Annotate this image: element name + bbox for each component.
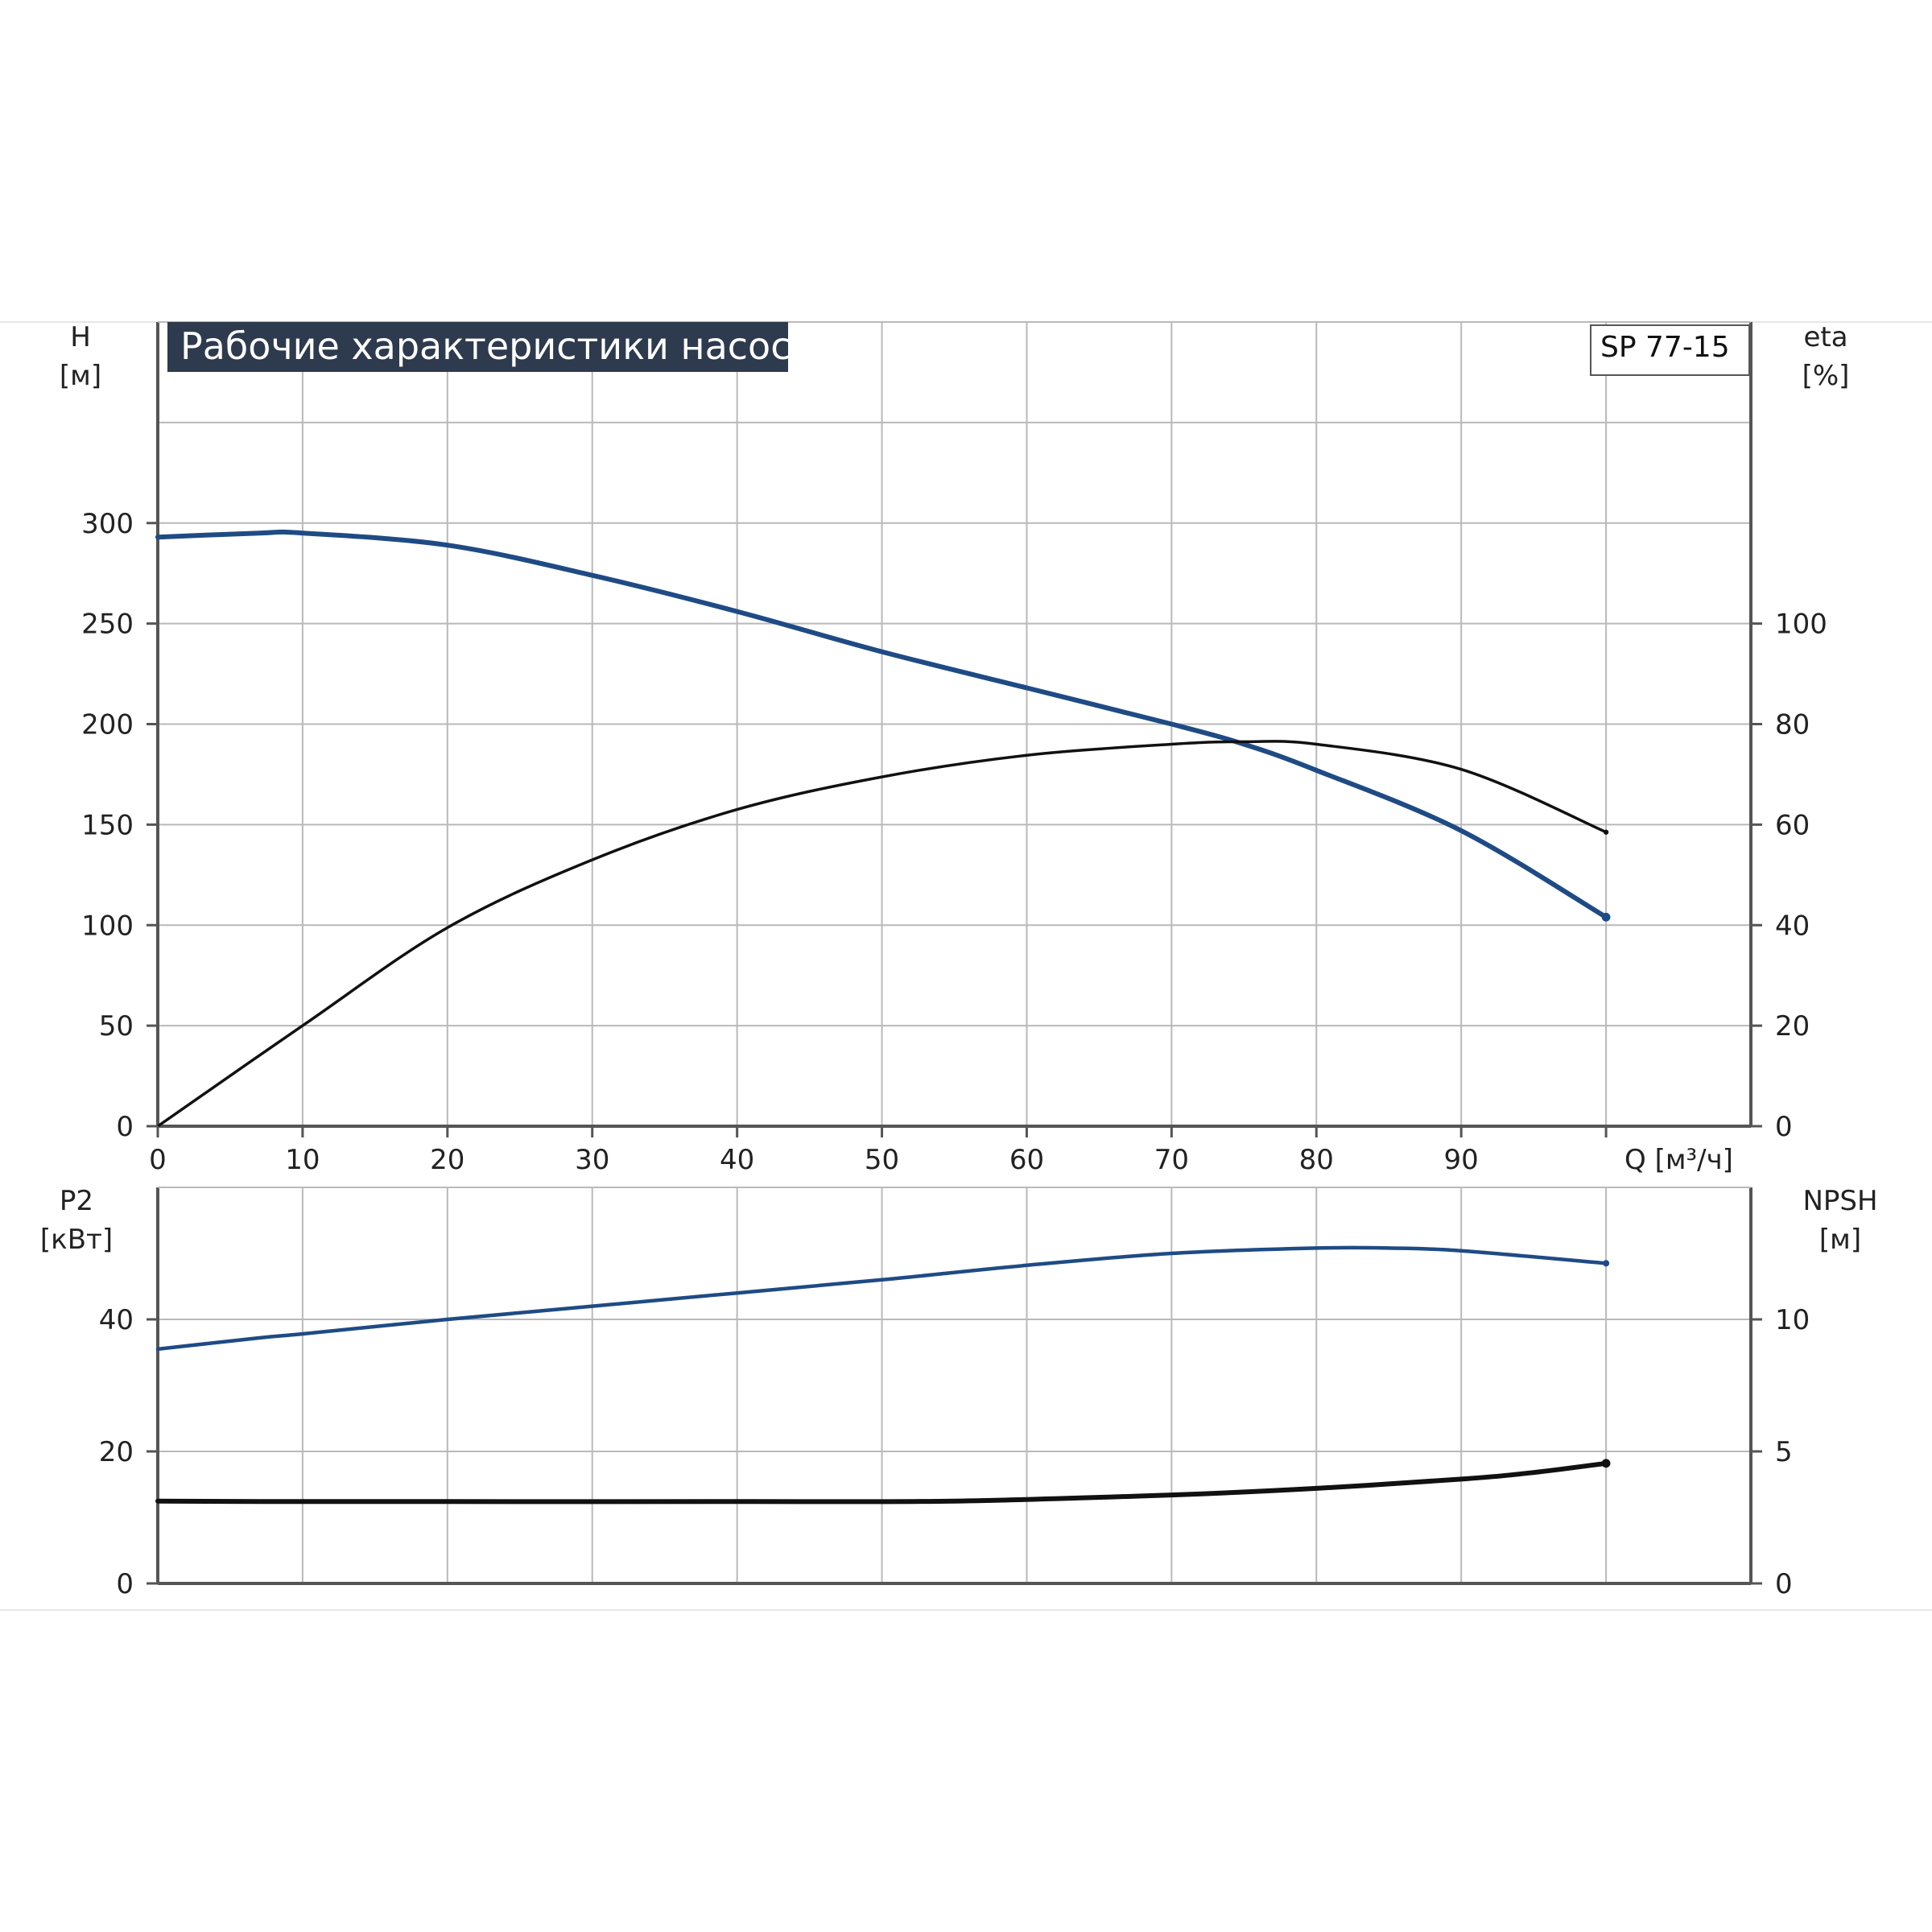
bottom-right-tick-label: 10 bbox=[1775, 1304, 1810, 1336]
x-tick-label: 80 bbox=[1299, 1144, 1334, 1176]
top-left-tick-label: 150 bbox=[81, 809, 134, 841]
top-left-tick-label: 100 bbox=[81, 910, 134, 942]
model-label: SP 77-15 bbox=[1600, 331, 1730, 364]
top-left-axis-title-2: [м] bbox=[60, 360, 101, 392]
head-curve bbox=[155, 529, 1609, 920]
curves bbox=[155, 529, 1611, 1505]
power-curve-end-point bbox=[1603, 1260, 1610, 1267]
top-right-tick-label: 40 bbox=[1775, 910, 1810, 942]
bottom-right-axis-title-2: [м] bbox=[1819, 1224, 1861, 1256]
x-tick-label: 40 bbox=[720, 1144, 754, 1176]
top-right-tick-label: 100 bbox=[1775, 609, 1827, 641]
top-left-tick-label: 300 bbox=[81, 508, 134, 540]
top-right-tick-label: 20 bbox=[1775, 1010, 1810, 1042]
efficiency-curve-end-point bbox=[1603, 829, 1609, 835]
npsh-curve bbox=[155, 1460, 1609, 1505]
x-tick-label: 90 bbox=[1444, 1144, 1479, 1176]
top-right-tick-label: 60 bbox=[1775, 809, 1810, 841]
efficiency-curve bbox=[156, 740, 1608, 1128]
bottom-left-tick-label: 20 bbox=[99, 1436, 134, 1468]
x-tick-label: 20 bbox=[430, 1144, 464, 1176]
title-box bbox=[167, 322, 788, 372]
bottom-left-tick-label: 0 bbox=[116, 1568, 134, 1600]
model-box bbox=[1590, 324, 1750, 376]
bottom-panel-grid bbox=[156, 1187, 1752, 1585]
top-left-tick-label: 0 bbox=[116, 1111, 134, 1143]
top-left-tick-label: 50 bbox=[99, 1010, 134, 1042]
x-tick-label: 50 bbox=[865, 1144, 899, 1176]
head-curve-end-point bbox=[1601, 912, 1611, 922]
bottom-right-tick-label: 0 bbox=[1775, 1568, 1793, 1600]
x-tick-label: 60 bbox=[1009, 1144, 1044, 1176]
top-left-tick-label: 250 bbox=[81, 609, 134, 641]
power-curve bbox=[155, 1245, 1608, 1352]
top-right-axis-title-2: [%] bbox=[1802, 360, 1850, 392]
bottom-left-axis-title-1: P2 bbox=[60, 1185, 93, 1217]
x-tick-label: 10 bbox=[285, 1144, 320, 1176]
bottom-left-tick-label: 40 bbox=[99, 1304, 134, 1336]
bottom-left-axis-title-2: [кВт] bbox=[40, 1224, 113, 1256]
top-left-tick-label: 200 bbox=[81, 709, 134, 741]
top-right-axis-title-1: eta bbox=[1803, 321, 1847, 353]
npsh-curve-end-point bbox=[1601, 1459, 1611, 1468]
x-axis-title: Q [м³/ч] bbox=[1624, 1144, 1733, 1176]
top-right-tick-label: 80 bbox=[1775, 709, 1810, 741]
top-panel-grid bbox=[156, 321, 1752, 1128]
x-tick-label: 0 bbox=[149, 1144, 167, 1176]
chart-title: Рабочие характеристики насоса bbox=[180, 324, 814, 368]
x-tick-label: 70 bbox=[1154, 1144, 1189, 1176]
bottom-right-tick-label: 5 bbox=[1775, 1436, 1793, 1468]
x-tick-label: 30 bbox=[575, 1144, 609, 1176]
top-right-tick-label: 0 bbox=[1775, 1111, 1793, 1143]
bottom-right-axis-title-1: NPSH bbox=[1802, 1185, 1877, 1217]
top-left-axis-title-1: H bbox=[70, 321, 91, 353]
